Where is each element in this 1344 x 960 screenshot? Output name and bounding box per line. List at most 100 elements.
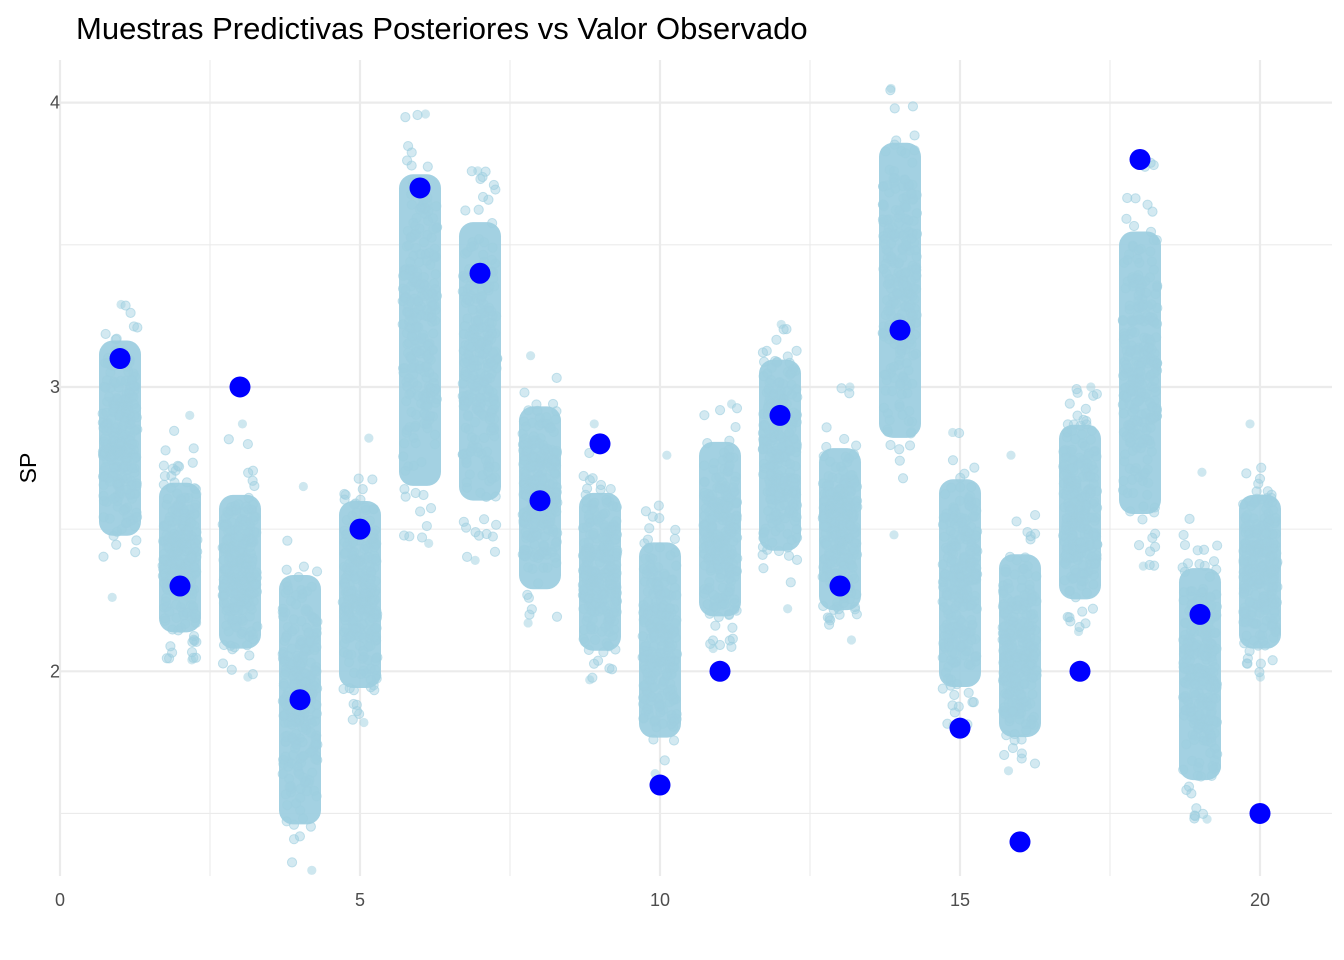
sample-point xyxy=(1191,803,1202,814)
sample-point xyxy=(400,112,411,123)
sample-group-3 xyxy=(217,419,263,682)
sample-point xyxy=(400,491,411,502)
sample-point xyxy=(310,753,321,765)
sample-point xyxy=(489,399,501,410)
sample-point xyxy=(882,426,893,437)
sample-point xyxy=(824,550,835,561)
sample-point xyxy=(1212,540,1223,551)
sample-point xyxy=(163,653,175,664)
sample-point xyxy=(642,596,654,607)
sample-point xyxy=(365,674,376,685)
sample-point xyxy=(357,619,368,630)
chart-title: Muestras Predictivas Posteriores vs Valo… xyxy=(76,11,808,46)
sample-point xyxy=(1138,341,1149,352)
sample-point xyxy=(243,631,255,642)
sample-point xyxy=(1085,434,1096,445)
sample-point xyxy=(1121,213,1132,224)
sample-point xyxy=(1077,560,1089,571)
sample-point xyxy=(414,223,425,234)
sample-point xyxy=(551,445,562,457)
sample-point xyxy=(669,582,680,594)
sample-point xyxy=(403,140,414,152)
sample-point xyxy=(97,446,109,457)
sample-point-max xyxy=(886,83,896,94)
sample-point-max xyxy=(948,427,958,438)
sample-point xyxy=(427,300,438,311)
x-tick-label: 5 xyxy=(355,890,365,910)
sample-point xyxy=(1192,545,1203,556)
sample-point xyxy=(1189,734,1200,746)
x-tick-label: 10 xyxy=(650,890,670,910)
sample-point xyxy=(847,542,858,553)
sample-point xyxy=(340,581,351,593)
sample-point xyxy=(1117,315,1129,327)
sample-point xyxy=(410,438,421,449)
sample-point xyxy=(1178,529,1189,541)
sample-point xyxy=(578,633,589,645)
sample-group-12 xyxy=(757,319,803,614)
sample-point xyxy=(1253,547,1265,558)
sample-point xyxy=(128,380,139,391)
sample-point xyxy=(121,484,133,495)
sample-point xyxy=(549,491,560,503)
sample-point xyxy=(1262,516,1273,527)
sample-point xyxy=(1183,664,1194,676)
sample-point-max xyxy=(1245,419,1255,429)
sample-point xyxy=(896,389,907,400)
sample-point xyxy=(1078,568,1090,579)
sample-point xyxy=(723,586,734,598)
sample-point xyxy=(966,614,977,626)
sample-point xyxy=(532,405,543,416)
sample-point xyxy=(611,529,623,540)
sample-point xyxy=(412,109,423,121)
sample-point xyxy=(1072,410,1083,421)
sample-point xyxy=(1179,539,1191,551)
sample-point xyxy=(1135,437,1146,448)
sample-point xyxy=(1090,528,1102,539)
sample-point xyxy=(1140,388,1152,399)
observed-point-4 xyxy=(289,689,311,711)
sample-point xyxy=(517,549,528,560)
sample-point xyxy=(890,183,901,194)
sample-point xyxy=(110,423,121,434)
sample-point xyxy=(108,467,119,478)
sample-point xyxy=(98,551,109,562)
sample-point xyxy=(906,188,917,199)
sample-point xyxy=(110,378,121,389)
sample-point xyxy=(894,399,905,410)
sample-point xyxy=(842,508,853,520)
sample-point xyxy=(297,588,308,600)
sample-point xyxy=(422,161,433,172)
sample-point xyxy=(879,369,890,380)
sample-point-max xyxy=(473,166,483,176)
sample-point xyxy=(1212,749,1223,760)
sample-point xyxy=(431,290,443,301)
sample-point xyxy=(176,495,187,506)
sample-point xyxy=(158,460,169,471)
sample-point xyxy=(109,400,120,411)
sample-point xyxy=(779,513,791,524)
sample-point xyxy=(766,362,777,373)
sample-point xyxy=(1003,583,1015,594)
sample-point xyxy=(367,613,378,624)
sample-point xyxy=(297,813,309,824)
observed-point-6 xyxy=(409,177,431,199)
sample-point xyxy=(430,384,441,395)
sample-point xyxy=(667,640,678,651)
sample-point xyxy=(339,548,350,560)
sample-point xyxy=(1180,705,1191,716)
sample-point xyxy=(1206,737,1217,748)
sample-point xyxy=(1134,274,1145,285)
sample-point xyxy=(461,477,472,488)
sample-point xyxy=(1131,463,1142,474)
sample-point xyxy=(997,634,1008,645)
sample-point xyxy=(956,517,968,528)
sample-point xyxy=(782,351,793,362)
sample-point xyxy=(757,541,769,553)
sample-point xyxy=(357,484,368,495)
sample-point xyxy=(942,552,953,563)
sample-point xyxy=(786,379,797,390)
sample-point xyxy=(368,504,379,515)
sample-point xyxy=(347,537,359,548)
sample-point xyxy=(703,541,715,552)
